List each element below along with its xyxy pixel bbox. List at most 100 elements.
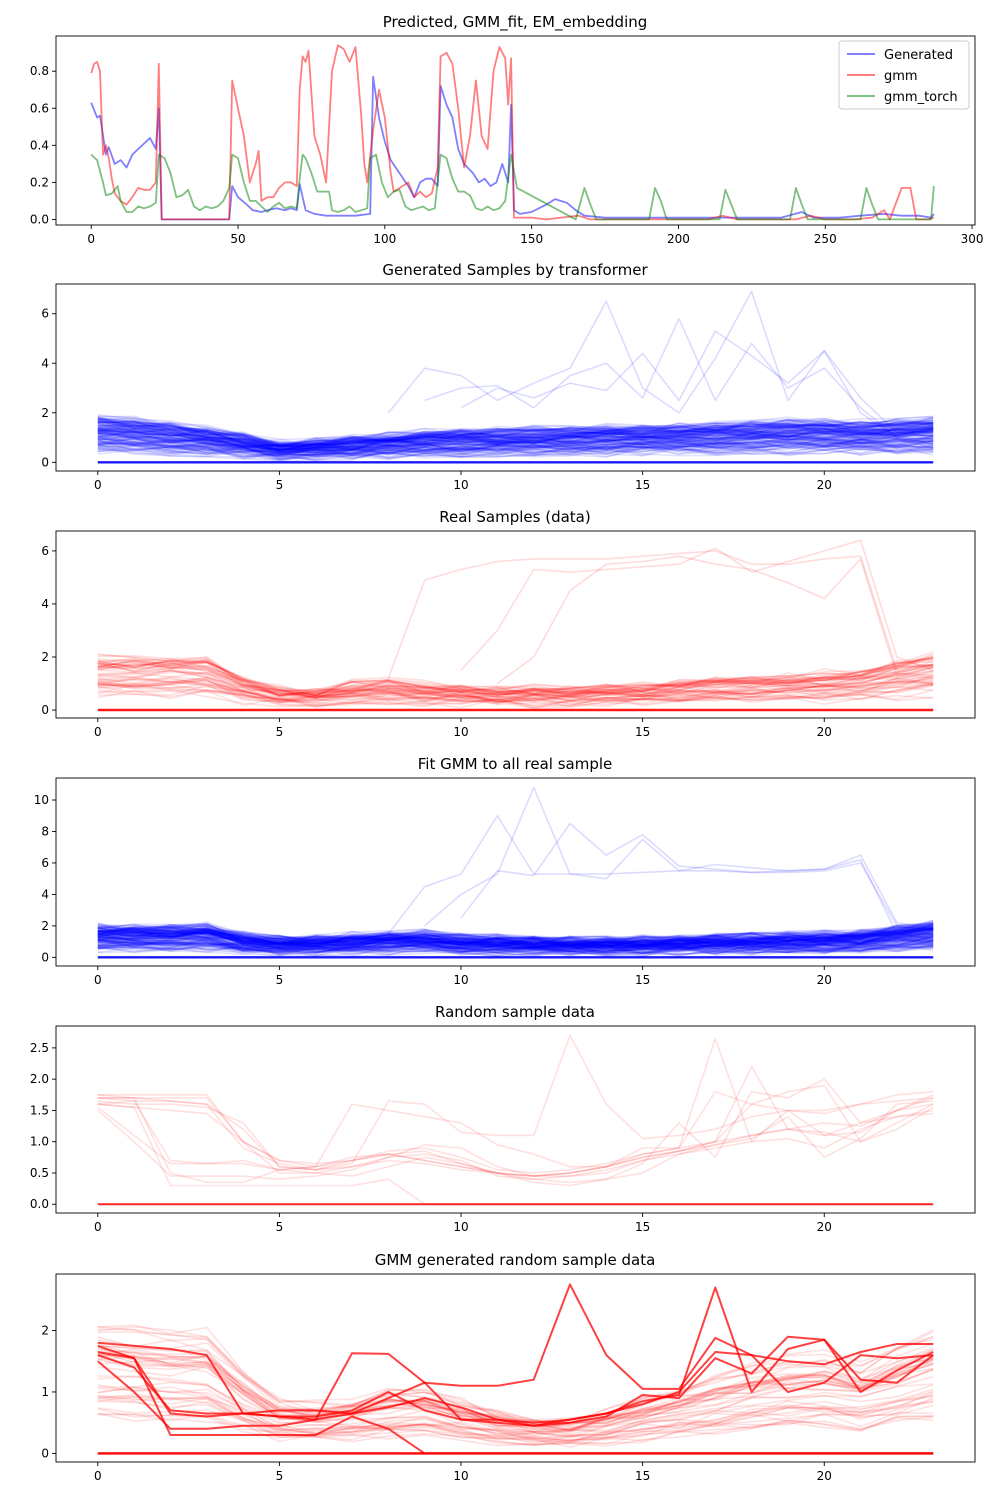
series-line (97, 1355, 934, 1429)
series-line (97, 657, 934, 697)
series-line (97, 680, 934, 705)
series-line (97, 1335, 934, 1427)
series-line (97, 428, 934, 450)
series-line (97, 426, 934, 452)
series-line (97, 930, 934, 951)
series-line (97, 1365, 934, 1436)
series-line (97, 430, 934, 454)
series-line (97, 445, 934, 461)
series-line (97, 931, 934, 953)
series-line (97, 923, 934, 948)
chart-panel-random-sample: Random sample data 0 5 10 15 20 0.0 0.5 1.0 1.5 2… (30, 1003, 976, 1234)
series-line (97, 921, 934, 947)
series-line (97, 925, 934, 947)
series-line (97, 430, 934, 451)
series-line (97, 1065, 934, 1177)
series-line (97, 923, 934, 945)
series-line (97, 443, 934, 461)
series-line (97, 416, 934, 447)
series-line (97, 427, 934, 454)
series-line (97, 926, 934, 948)
series-line (97, 1375, 934, 1435)
series-line (97, 1348, 934, 1430)
series-line (97, 927, 934, 948)
series-line (97, 945, 934, 957)
series-line (97, 684, 934, 707)
series-line (97, 940, 934, 958)
series-line (97, 654, 934, 696)
series-line (97, 420, 934, 449)
series-line (97, 1037, 934, 1177)
series-line (97, 1395, 934, 1442)
series-line (97, 925, 934, 946)
series-line (97, 427, 934, 451)
series-line (97, 930, 934, 950)
series-line (97, 1343, 934, 1425)
series-line (97, 1286, 934, 1430)
series-line (97, 925, 934, 948)
series-line (97, 1100, 934, 1187)
series-line (97, 922, 934, 945)
series-line (97, 674, 934, 702)
chart-panel-real-samples: Real Samples (data) 0 5 10 15 20 0 2 4 6 (41, 508, 976, 739)
series-line (97, 430, 934, 456)
series-line (97, 934, 934, 953)
series-line (97, 1407, 934, 1446)
y-tick-label: 2.0 (30, 1072, 49, 1086)
series-line (97, 655, 934, 697)
series-line (97, 926, 934, 946)
y-tick-label: 2.5 (30, 1041, 49, 1055)
y-tick-label: 0.8 (30, 64, 49, 78)
series-line (97, 652, 934, 697)
series-line (97, 660, 934, 695)
y-tick-label: 0.0 (30, 212, 49, 226)
series-line (97, 922, 934, 945)
series-line (97, 425, 934, 454)
chart-title: Predicted, GMM_fit, EM_embedding (383, 13, 648, 32)
y-tick-label: 0 (41, 1446, 49, 1460)
series-line (97, 443, 934, 460)
series-line (97, 922, 934, 946)
series-line (97, 930, 934, 950)
series-line (97, 923, 934, 945)
series-line (97, 927, 934, 948)
series-line (97, 655, 934, 697)
series-line (97, 934, 934, 951)
y-tick-label: 4 (41, 356, 49, 370)
series-line (97, 934, 934, 952)
series-line (97, 651, 934, 696)
x-tick-label: 0 (94, 1220, 102, 1234)
series-line (97, 1397, 934, 1447)
series-line (97, 1396, 934, 1444)
x-tick-label: 20 (817, 478, 832, 492)
series-line (97, 419, 934, 449)
series-line (97, 670, 934, 701)
series-line (97, 418, 934, 445)
series-line (97, 929, 934, 949)
series-line (97, 943, 934, 957)
series-line (97, 930, 934, 949)
series-line (97, 426, 934, 448)
series-line (97, 443, 934, 459)
series-line (97, 437, 934, 456)
series-line (97, 937, 934, 953)
series-line (97, 1283, 934, 1421)
series-line (97, 429, 934, 455)
series-line (97, 928, 934, 949)
series-line (97, 1331, 934, 1426)
series-line (97, 929, 934, 949)
series-line (97, 942, 934, 956)
series-line (97, 423, 934, 453)
series-line (97, 427, 934, 451)
series-line (387, 550, 934, 679)
series-line (97, 1103, 934, 1205)
series-line (97, 425, 934, 452)
series-line (97, 425, 934, 447)
x-tick-label: 20 (817, 1469, 832, 1483)
series-line (97, 437, 934, 456)
series-line (97, 943, 934, 957)
series-line (97, 438, 934, 458)
series-line (97, 415, 934, 450)
series-line (97, 937, 934, 953)
x-tick-label: 5 (276, 1220, 284, 1234)
